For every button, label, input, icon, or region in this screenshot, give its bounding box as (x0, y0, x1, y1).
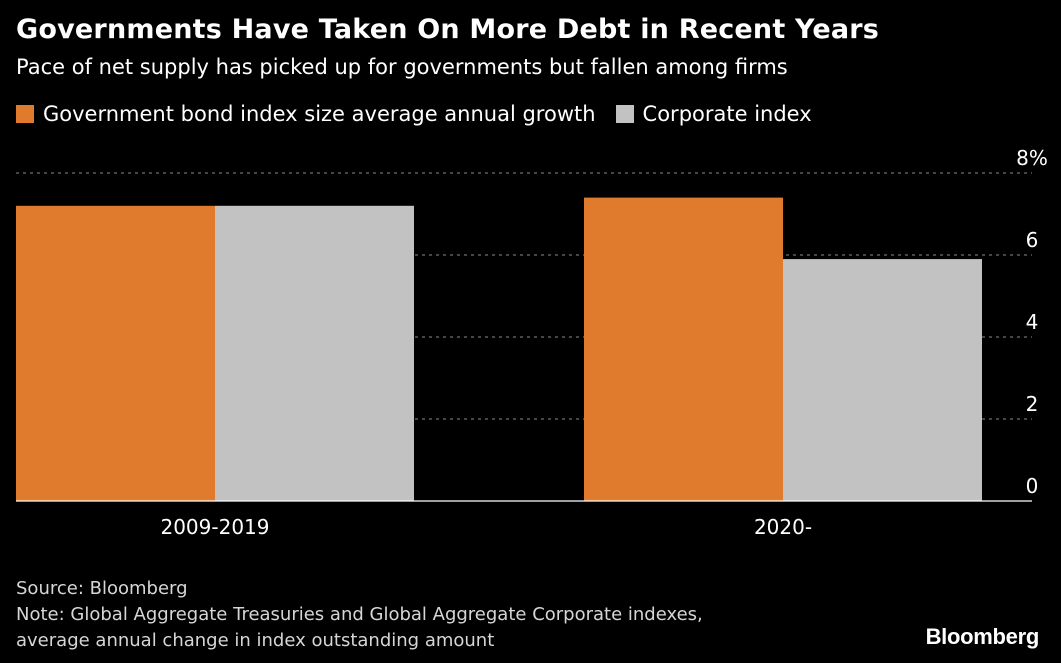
footnote-line-2: average annual change in index outstandi… (16, 630, 495, 651)
footnote-line-1: Note: Global Aggregate Treasuries and Gl… (16, 604, 703, 625)
bar-corporate-0 (215, 205, 414, 502)
chart-legend: Government bond index size average annua… (16, 102, 832, 126)
chart-title: Governments Have Taken On More Debt in R… (16, 14, 880, 45)
legend-item-corporate: Corporate index (615, 102, 812, 126)
y-tick-label-2: 4 (1026, 310, 1039, 334)
bloomberg-logo: Bloomberg (925, 624, 1040, 649)
chart-footer: Source: Bloomberg Note: Global Aggregate… (16, 576, 703, 654)
source-note: Source: Bloomberg (16, 578, 188, 599)
x-tick-label-1: 2020- (754, 515, 812, 539)
legend-label-corporate: Corporate index (642, 102, 812, 126)
x-tick-label-0: 2009-2019 (160, 515, 269, 539)
bar-chart: 0 2 4 6 8% 2009-2019 2020- (16, 146, 1048, 539)
y-tick-label-3: 6 (1026, 228, 1039, 252)
legend-swatch-corporate (615, 105, 634, 123)
y-tick-label-4: 8% (1016, 146, 1048, 170)
bar-government-1 (584, 197, 783, 501)
legend-swatch-government (16, 105, 34, 123)
chart-subtitle: Pace of net supply has picked up for gov… (16, 55, 788, 79)
y-tick-label-0: 0 (1026, 474, 1039, 498)
legend-label-government: Government bond index size average annua… (43, 102, 596, 126)
legend-item-government: Government bond index size average annua… (16, 102, 596, 126)
y-tick-label-1: 2 (1026, 392, 1039, 416)
bar-corporate-1 (783, 259, 982, 501)
bar-government-0 (16, 205, 215, 502)
